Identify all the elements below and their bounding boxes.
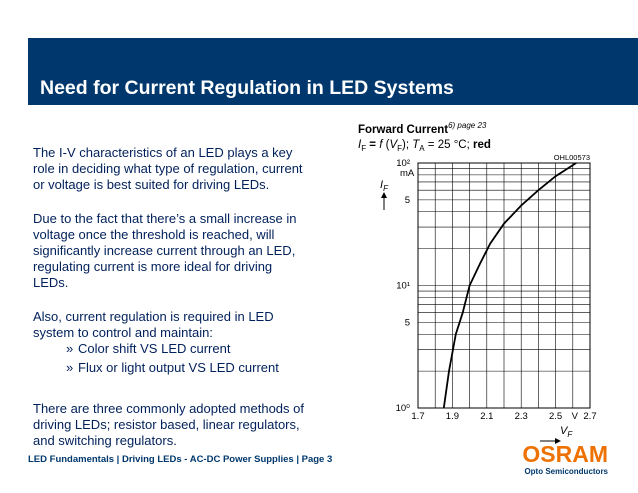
x-tick-label: 2.7 [583,411,596,422]
x-label: VF [560,425,573,439]
subtitle-part: A [419,144,425,153]
x-arrow-head [555,438,561,444]
y-arrow-head [381,192,387,198]
paragraph-line: The I-V characteristics of an LED plays … [33,145,293,160]
plot-frame [417,162,591,409]
y-tick-label: 5 [405,195,410,206]
bullet: Color shift VS LED current [78,341,231,356]
logo-sub: Opto Semiconductors [524,467,608,476]
paragraph-line: driving LEDs; resistor based, linear reg… [33,417,300,432]
bullet-marker: » [66,360,73,375]
x-tick-label: 1.7 [411,411,424,422]
x-tick-label: 1.9 [446,411,459,422]
y-tick-label: 10¹ [396,281,410,292]
x-tick-label: 2.5 [549,411,562,422]
slide-title: Need for Current Regulation in LED Syste… [40,77,454,99]
paragraph-line: system to control and maintain: [33,325,213,340]
subtitle-part: ( [382,139,389,151]
paragraph-line: regulating current is more ideal for dri… [33,259,272,274]
bullet: Flux or light output VS LED current [78,360,279,375]
paragraph-line: LEDs. [33,275,68,290]
subtitle-part: = [366,139,379,151]
paragraph-line: and switching regulators. [33,433,177,448]
paragraph-line: voltage once the threshold is reached, w… [33,227,274,242]
iv-curve [442,162,577,409]
subtitle-part: = 25 °C; [425,139,473,151]
x-tick-label: 2.1 [480,411,493,422]
x-tick-label: 2.3 [515,411,528,422]
subtitle-part: I [358,139,362,151]
y-tick-label: 5 [405,317,410,328]
title-band [28,38,638,105]
subtitle-part: F [397,144,402,153]
subtitle-part: ); [402,139,412,151]
paragraph-line: There are three commonly adopted methods… [33,401,304,416]
y-label-main: I [380,179,383,191]
y-tick-label: 10² [396,158,410,169]
footer: LED Fundamentals | Driving LEDs - AC-DC … [28,454,332,465]
chart-title-text: Forward Current [358,124,448,136]
chart: Forward Current6) page 23 IF = f (VF); T… [358,121,597,444]
chart-code: OHL00573 [554,153,590,162]
chart-title-note: 6) page 23 [448,121,487,130]
x-label-sub: F [567,430,573,439]
y-unit: mA [400,168,415,179]
paragraph-line: Also, current regulation is required in … [33,309,274,324]
y-tick-label: 10⁰ [396,403,411,414]
x-unit: V [572,411,579,422]
chart-title: Forward Current6) page 23 [358,121,487,136]
subtitle-part: T [412,139,420,151]
subtitle-part: F [361,144,366,153]
x-label-main: V [560,425,569,437]
subtitle-part: V [389,139,398,151]
bullet-marker: » [66,341,73,356]
subtitle-part: red [473,139,491,151]
logo: OSRAM [522,441,608,467]
body-text: The I-V characteristics of an LED plays … [33,145,304,448]
paragraph-line: role in deciding what type of regulation… [33,161,303,176]
subtitle-part: f [379,139,384,151]
paragraph-line: significantly increase current through a… [33,243,295,258]
paragraph-line: Due to the fact that there’s a small inc… [33,211,297,226]
y-label: IF [380,179,389,193]
paragraph-line: or voltage is best suited for driving LE… [33,177,269,192]
y-label-sub: F [383,184,389,193]
chart-subtitle: IF = f (VF); TA = 25 °C; red [358,139,491,153]
